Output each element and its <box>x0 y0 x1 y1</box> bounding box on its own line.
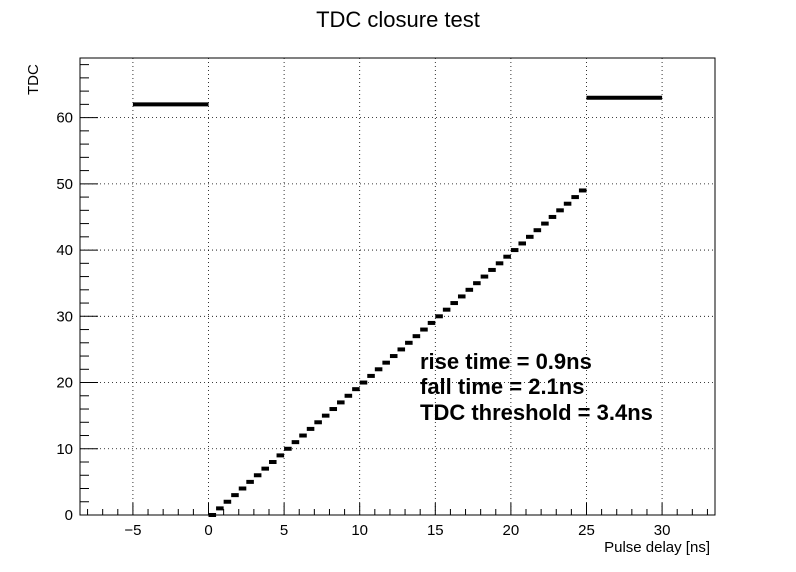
x-axis-label: Pulse delay [ns] <box>604 539 710 556</box>
y-tick-label: 10 <box>56 441 73 458</box>
y-axis-label: TDC <box>25 64 42 95</box>
grid-lines <box>80 58 715 516</box>
chart-title: TDC closure test <box>316 7 480 32</box>
x-tick-label: 5 <box>280 522 288 539</box>
x-tick-label: 15 <box>427 522 444 539</box>
y-tick-label: 60 <box>56 110 73 127</box>
axis-ticks <box>80 64 708 516</box>
tick-labels: −5 0 5 10 15 20 25 30 0 10 20 30 40 50 60 <box>56 110 670 539</box>
x-tick-label: 0 <box>204 522 212 539</box>
annotation-tdc-threshold: TDC threshold = 3.4ns <box>420 400 653 425</box>
x-tick-label: −5 <box>124 522 141 539</box>
x-tick-label: 10 <box>351 522 368 539</box>
x-tick-label: 25 <box>578 522 595 539</box>
y-tick-label: 30 <box>56 308 73 325</box>
plot-frame <box>79 57 716 516</box>
flat-segments <box>132 95 663 107</box>
y-tick-label: 40 <box>56 242 73 259</box>
x-tick-label: 30 <box>654 522 671 539</box>
annotation-fall-time: fall time = 2.1ns <box>420 374 584 399</box>
y-tick-label: 20 <box>56 375 73 392</box>
x-tick-label: 20 <box>503 522 520 539</box>
y-tick-label: 50 <box>56 176 73 193</box>
y-tick-label: 0 <box>65 507 73 524</box>
step-series <box>208 188 587 517</box>
annotation-rise-time: rise time = 0.9ns <box>420 349 592 374</box>
